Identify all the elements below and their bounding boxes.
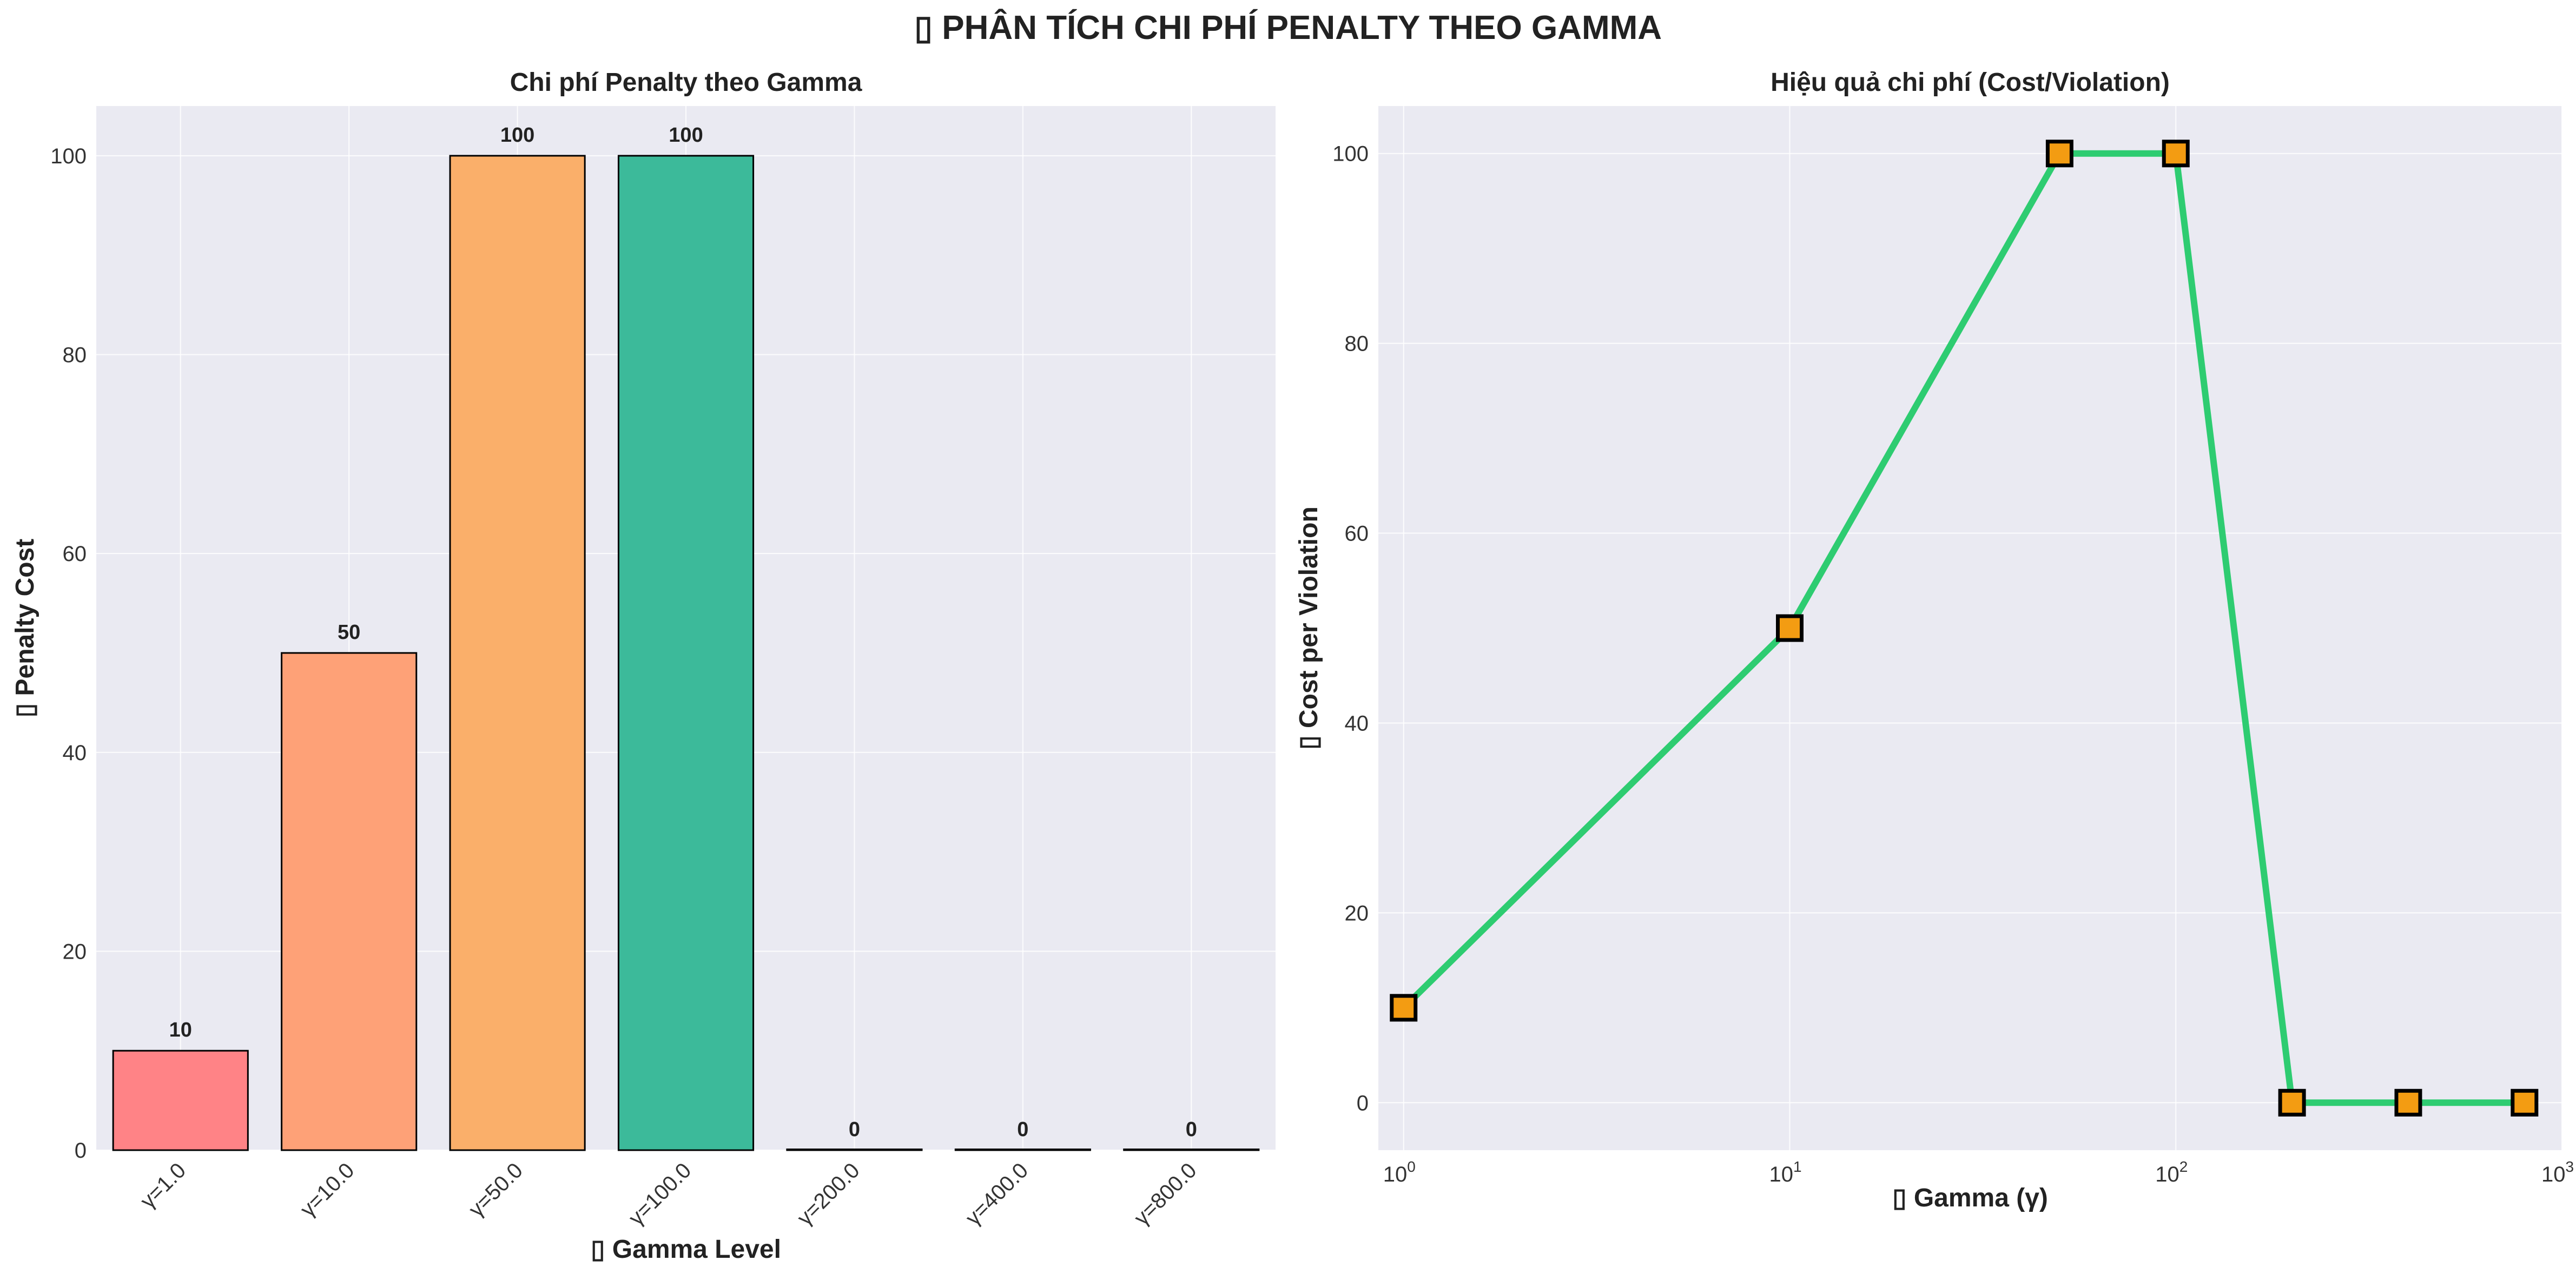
- line-y-tick-label: 80: [1345, 332, 1369, 356]
- bar-y-tick-label: 80: [63, 344, 87, 367]
- bar-y-tick-label: 60: [63, 542, 87, 566]
- line-chart-title: Hiệu quả chi phí (Cost/Violation): [1771, 68, 2170, 97]
- line-marker: [2162, 140, 2190, 168]
- line-y-tick-label: 0: [1357, 1091, 1369, 1115]
- line-x-tick-exponent: 1: [1793, 1158, 1802, 1175]
- line-marker: [1776, 614, 1804, 642]
- bar-data-label: 10: [169, 1019, 192, 1041]
- bar-x-tick-label: γ=1.0: [136, 1158, 190, 1213]
- line-y-tick-label: 100: [1332, 142, 1369, 166]
- line-x-tick-label: 103: [2541, 1158, 2574, 1186]
- line-chart: Hiệu quả chi phí (Cost/Violation) 020406…: [1294, 68, 2574, 1212]
- figure-title: ▯ PHÂN TÍCH CHI PHÍ PENALTY THEO GAMMA: [914, 9, 1662, 47]
- line-x-axis-label: ▯ Gamma (γ): [1892, 1184, 2048, 1212]
- line-marker: [2278, 1088, 2306, 1117]
- bar-x-tick-label: γ=100.0: [624, 1158, 696, 1230]
- bar: [786, 1149, 923, 1151]
- bar-y-tick-label: 0: [75, 1139, 87, 1163]
- line-x-tick-exponent: 2: [2179, 1158, 2188, 1175]
- bar: [281, 652, 418, 1151]
- line-marker: [2511, 1088, 2539, 1117]
- bar-x-tick-label: γ=400.0: [961, 1158, 1033, 1230]
- line-x-tick-exponent: 3: [2565, 1158, 2574, 1175]
- line-marker: [2394, 1088, 2422, 1117]
- line-y-axis-label: ▯ Cost per Violation: [1294, 506, 1323, 750]
- bar: [1123, 1149, 1260, 1151]
- bar-data-label: 100: [500, 124, 534, 147]
- line-y-tick-labels: 0 20 40 60 80 100: [1332, 142, 1369, 1116]
- line-y-tick-label: 20: [1345, 901, 1369, 925]
- bar-data-label: 0: [1017, 1118, 1028, 1141]
- bar-y-tick-label: 100: [50, 144, 87, 168]
- bar-x-tick-label: γ=10.0: [296, 1158, 359, 1222]
- bar: [449, 155, 586, 1151]
- bar: [617, 155, 755, 1151]
- bar-x-tick-label: γ=200.0: [792, 1158, 864, 1230]
- line-marks: [1390, 140, 2539, 1117]
- bar-chart-title: Chi phí Penalty theo Gamma: [510, 68, 862, 97]
- line-marker: [2045, 140, 2073, 168]
- bar-x-tick-label: γ=50.0: [464, 1158, 527, 1222]
- line-x-tick-label: 100: [1383, 1158, 1416, 1186]
- bar-y-axis-label: ▯ Penalty Cost: [11, 539, 39, 718]
- line-marker: [1390, 994, 1418, 1022]
- bar: [954, 1149, 1091, 1151]
- bar-x-tick-label: γ=800.0: [1130, 1158, 1201, 1230]
- line-x-tick-exponent: 0: [1407, 1158, 1416, 1175]
- line-x-tick-labels: 100 101 102 103: [1383, 1158, 2574, 1186]
- line-y-tick-label: 40: [1345, 711, 1369, 735]
- bar-y-tick-labels: 0 20 40 60 80 100: [50, 144, 87, 1163]
- line-plot-area: [1378, 106, 2562, 1150]
- bar-chart: Chi phí Penalty theo Gamma 020406080100 …: [11, 68, 1276, 1264]
- bar-data-label: 0: [849, 1118, 860, 1141]
- bar-x-axis-label: ▯ Gamma Level: [591, 1235, 781, 1264]
- bar-marks: 10 50 100 100 0 0 0: [112, 124, 1260, 1151]
- bar-data-label: 50: [338, 621, 360, 644]
- bar-data-label: 0: [1186, 1118, 1197, 1141]
- bar-y-tick-label: 40: [63, 741, 87, 765]
- bar: [112, 1050, 249, 1151]
- bar-x-tick-labels: γ=1.0 γ=10.0 γ=50.0 γ=100.0 γ=200.0 γ=400.0 γ=…: [136, 1158, 1201, 1230]
- line-y-tick-label: 60: [1345, 522, 1369, 546]
- line-x-tick-label: 101: [1769, 1158, 1801, 1186]
- line-x-tick-label: 102: [2155, 1158, 2188, 1186]
- bar-data-label: 100: [669, 124, 703, 147]
- bar-y-tick-label: 20: [63, 940, 87, 964]
